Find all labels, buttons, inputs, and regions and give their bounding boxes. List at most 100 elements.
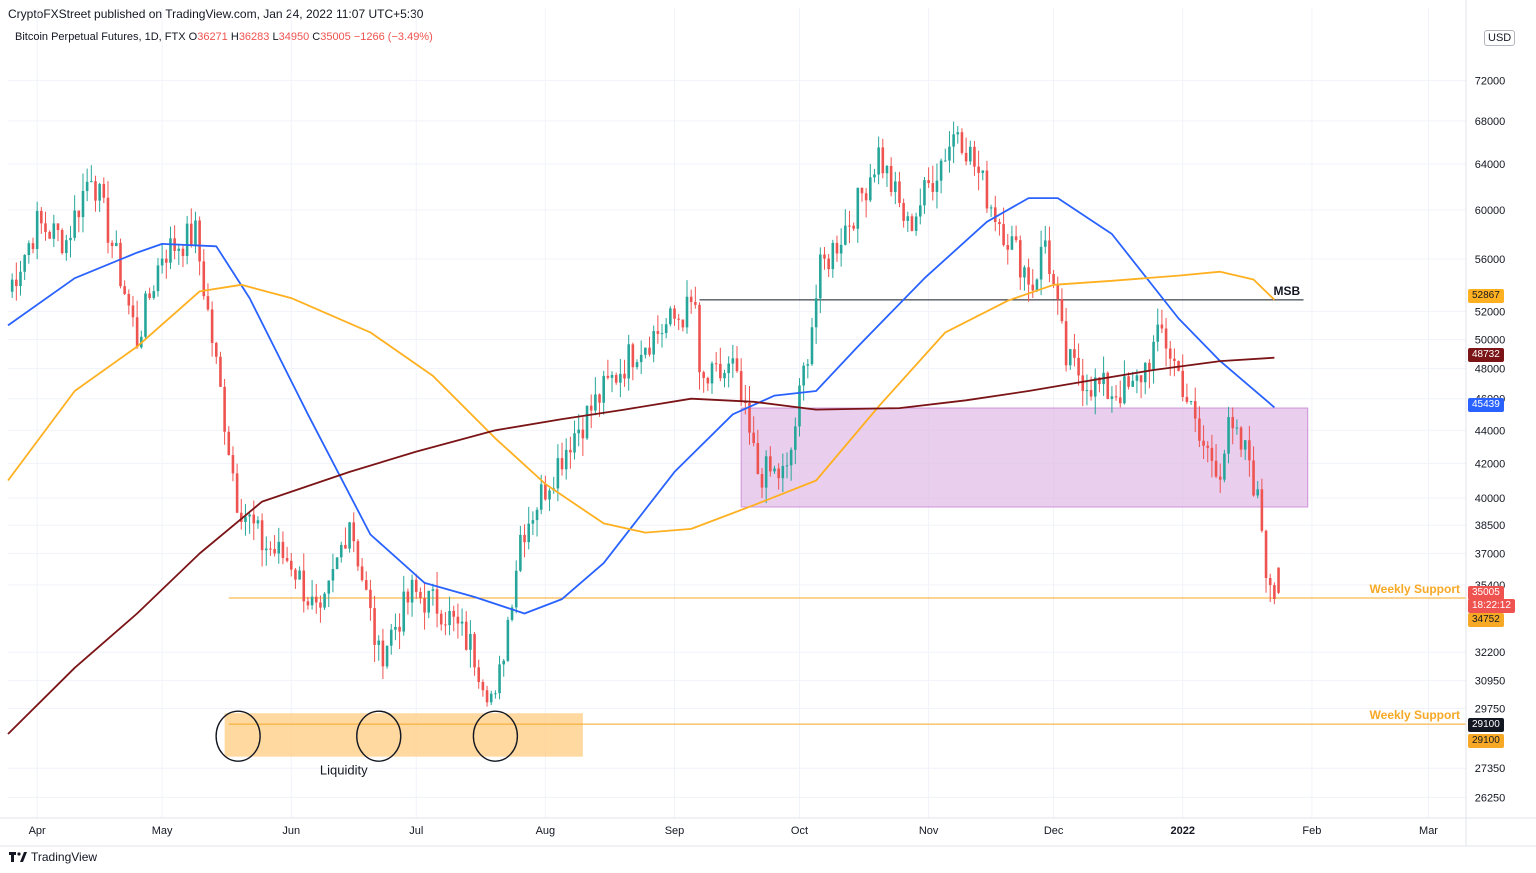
- zones: [224, 407, 1309, 757]
- candle-down: [214, 342, 218, 357]
- candle-down: [1214, 460, 1218, 477]
- candle-down: [77, 210, 81, 218]
- close-label: C: [312, 31, 321, 43]
- time-tick-label: Nov: [919, 825, 939, 837]
- candle-up: [952, 134, 955, 147]
- candle-down: [127, 294, 131, 306]
- candle-down: [631, 344, 635, 368]
- candle-up: [906, 216, 910, 221]
- candle-down: [464, 621, 468, 650]
- candle-up: [81, 190, 85, 218]
- candle-up: [460, 621, 464, 624]
- candle-up: [1227, 417, 1230, 454]
- candle-down: [1252, 460, 1255, 496]
- time-axis[interactable]: Apr May Jun Jul Aug Sep Oct Nov Dec 2022 Feb Mar: [0, 817, 1536, 847]
- price-tick-label: 27350: [1475, 763, 1506, 775]
- candle-down: [823, 254, 826, 259]
- candle-down: [135, 317, 139, 348]
- candle-up: [152, 291, 156, 298]
- candle-down: [198, 220, 201, 262]
- candle-down: [481, 681, 485, 691]
- candle-up: [1039, 246, 1043, 280]
- candle-down: [398, 626, 401, 632]
- candle-up: [1110, 396, 1114, 400]
- candle-up: [1010, 236, 1014, 250]
- candle-down: [1248, 440, 1251, 461]
- candle-up: [52, 223, 56, 239]
- candle-up: [1068, 349, 1072, 366]
- candle-up: [839, 244, 843, 254]
- candle-up: [389, 629, 393, 646]
- candle-up: [764, 456, 768, 488]
- candle-up: [90, 181, 93, 183]
- candle-down: [681, 319, 685, 328]
- candle-up: [65, 240, 68, 254]
- candle-up: [469, 633, 472, 650]
- candle-up: [664, 324, 668, 334]
- candle-down: [473, 633, 476, 668]
- candle-up: [27, 243, 31, 256]
- moving-averages: [7, 197, 1276, 735]
- candle-down: [1139, 375, 1143, 383]
- candle-up: [448, 610, 451, 626]
- candle-down: [760, 474, 764, 488]
- liquidity-zone: [224, 713, 583, 757]
- candle-down: [1173, 358, 1176, 362]
- candle-up: [298, 570, 301, 580]
- candle-up: [527, 523, 531, 543]
- candle-up: [644, 347, 647, 355]
- candle-down: [569, 449, 572, 453]
- candle-up: [939, 160, 943, 181]
- candle-down: [364, 580, 368, 590]
- tradingview-logo-icon: [9, 852, 27, 862]
- time-tick-label: Mar: [1419, 825, 1438, 837]
- candle-down: [219, 356, 222, 387]
- time-tick-label: Jun: [282, 825, 300, 837]
- candle-up: [19, 271, 22, 286]
- candle-up: [723, 373, 726, 379]
- candle-down: [1268, 578, 1272, 586]
- candle-up: [35, 210, 39, 249]
- candle-down: [456, 616, 460, 624]
- price-tick-label: 68000: [1475, 116, 1506, 128]
- horizontal-levels: [228, 299, 1466, 725]
- price-tag-maroon-ma: 48732: [1468, 348, 1504, 362]
- candle-down: [239, 512, 243, 522]
- candle-down: [102, 183, 106, 198]
- price-tick-label: 26250: [1475, 792, 1506, 804]
- high-value: 36283: [238, 31, 270, 43]
- candle-down: [927, 180, 930, 184]
- candle-down: [993, 207, 997, 222]
- candle-down: [1264, 530, 1268, 579]
- candle-down: [648, 347, 651, 355]
- price-tick-label: 29750: [1475, 703, 1506, 715]
- candle-countdown: 18:22:12: [1468, 599, 1515, 613]
- candle-down: [439, 613, 443, 625]
- price-tag-blue-ma: 45439: [1468, 398, 1504, 412]
- candle-up: [806, 364, 810, 366]
- candle-up: [531, 520, 535, 524]
- tradingview-brand[interactable]: TradingView: [9, 850, 97, 864]
- time-tick-label: Sep: [665, 825, 685, 837]
- candle-down: [435, 589, 439, 614]
- price-axis[interactable]: 2625027350297503095032200354003700038500…: [1465, 0, 1506, 846]
- candle-down: [735, 358, 739, 372]
- candle-down: [94, 181, 97, 201]
- candle-up: [502, 660, 506, 665]
- candle-up: [727, 363, 730, 374]
- time-tick-label: Dec: [1044, 825, 1064, 837]
- candle-down: [1006, 245, 1010, 250]
- price-tag-weekly-support-1: 34752: [1468, 613, 1504, 627]
- liquidity-circle: [472, 710, 519, 762]
- candle-up: [323, 593, 326, 608]
- candle-down: [1181, 370, 1185, 397]
- low-label: L: [272, 31, 279, 43]
- candle-up: [819, 254, 822, 299]
- candle-down: [289, 560, 293, 570]
- candle-up: [85, 181, 89, 191]
- currency-button[interactable]: USD: [1484, 30, 1516, 46]
- candle-down: [281, 541, 285, 558]
- candle-up: [160, 258, 164, 266]
- candle-up: [185, 223, 189, 257]
